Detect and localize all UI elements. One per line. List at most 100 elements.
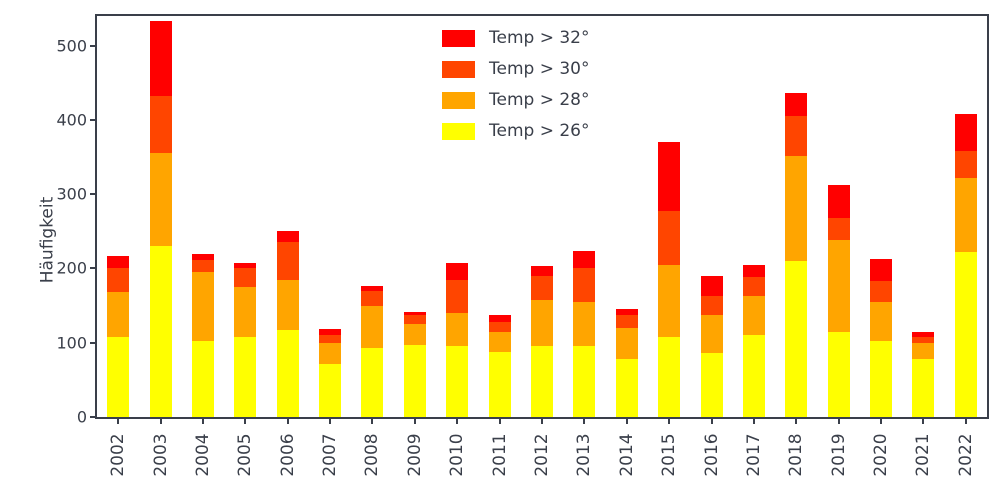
- x-tick-mark: [413, 417, 416, 424]
- bar-segment: [403, 311, 426, 315]
- bar-segment: [870, 301, 893, 341]
- bar-segment: [785, 116, 808, 156]
- x-tick-label: 2008: [362, 433, 383, 477]
- y-tick-mark: [90, 44, 97, 47]
- bar-segment: [658, 336, 681, 417]
- x-tick-mark: [201, 417, 204, 424]
- x-tick-mark: [371, 417, 374, 424]
- bar-segment: [234, 287, 257, 337]
- x-tick-label: 2021: [913, 433, 934, 477]
- bar-segment: [319, 329, 342, 336]
- x-tick-label: 2017: [743, 433, 764, 477]
- x-tick-label: 2003: [150, 433, 171, 477]
- bar-segment: [488, 331, 511, 353]
- bar-segment: [107, 268, 130, 293]
- y-tick-label: 100: [56, 333, 87, 353]
- x-tick-mark: [964, 417, 967, 424]
- x-tick-mark: [837, 417, 840, 424]
- x-tick-label: 2019: [828, 433, 849, 477]
- bar-segment: [276, 242, 299, 280]
- bar-segment: [912, 342, 935, 360]
- x-tick-label: 2004: [192, 433, 213, 477]
- bar-segment: [615, 327, 638, 360]
- bar-segment: [234, 336, 257, 417]
- bar-segment: [700, 275, 723, 296]
- bar-segment: [912, 336, 935, 343]
- y-tick-label: 200: [56, 258, 87, 278]
- x-tick-mark: [541, 417, 543, 424]
- x-tick-mark: [159, 417, 162, 424]
- bar-segment: [742, 277, 765, 296]
- bar-segment: [488, 315, 511, 322]
- x-tick-label: 2016: [701, 433, 722, 477]
- bar-segment: [954, 252, 977, 417]
- plot-area: 0 100 200 300 400 500 2002 2003 2004 2005 2006 200…: [56, 14, 989, 477]
- bar-segment: [870, 281, 893, 302]
- x-tick-mark: [668, 417, 671, 424]
- x-tick-label: 2012: [532, 433, 552, 477]
- bar-segment: [276, 330, 299, 417]
- x-tick-label: 2020: [871, 433, 892, 477]
- x-tick-mark: [498, 417, 501, 424]
- bar-segment: [912, 359, 935, 417]
- x-tick-label: 2002: [108, 433, 129, 477]
- x-tick-label: 2018: [786, 433, 807, 477]
- bar-segment: [827, 185, 850, 218]
- x-tick-mark: [795, 417, 798, 424]
- bar-segment: [191, 340, 214, 417]
- bar-segment: [361, 285, 384, 291]
- legend-swatch: [442, 60, 475, 78]
- x-tick-label: 2014: [616, 433, 637, 477]
- bar-segment: [700, 295, 723, 315]
- x-tick-mark: [456, 417, 459, 424]
- bar-segment: [319, 335, 342, 343]
- bar-segment: [446, 313, 469, 347]
- bar-segment: [785, 93, 808, 117]
- bar-segment: [954, 114, 977, 152]
- bar-segment: [658, 210, 681, 265]
- legend-label: Temp > 28°: [489, 90, 590, 110]
- legend-swatch: [442, 91, 475, 109]
- y-tick-mark: [90, 118, 97, 121]
- bar-segment: [149, 21, 172, 97]
- y-tick-label: 300: [56, 184, 87, 204]
- bar-segment: [403, 344, 426, 417]
- x-tick-label: 2005: [235, 433, 256, 477]
- bar-segment: [573, 268, 596, 302]
- y-tick-mark: [90, 416, 97, 418]
- bar-segment: [700, 314, 723, 354]
- bar-segment: [954, 177, 977, 253]
- x-tick-mark: [117, 417, 120, 424]
- bar-segment: [446, 346, 469, 417]
- x-tick-mark: [286, 417, 289, 424]
- bar-segment: [827, 240, 850, 332]
- bar-segment: [827, 217, 850, 241]
- bar-segment: [615, 309, 638, 315]
- bar-segment: [319, 363, 342, 417]
- bar-segment: [658, 264, 681, 337]
- legend-swatch: [442, 29, 475, 47]
- bar-segment: [446, 279, 469, 314]
- legend-swatch: [442, 122, 475, 140]
- bar-segment: [191, 254, 214, 260]
- bar-segment: [615, 314, 638, 328]
- x-tick-mark: [583, 417, 586, 424]
- bar-segment: [573, 301, 596, 347]
- bar-segment: [149, 246, 172, 417]
- legend-label: Temp > 32°: [489, 28, 590, 48]
- bar-segment: [403, 324, 426, 345]
- bar-segment: [615, 359, 638, 417]
- bar-segment: [573, 250, 596, 269]
- bar-segment: [107, 292, 130, 337]
- bar-segment: [149, 96, 172, 154]
- legend-label: Temp > 30°: [489, 59, 590, 79]
- bar-segment: [912, 332, 935, 337]
- y-tick-label: 0: [76, 407, 87, 427]
- x-tick-label: 2010: [447, 433, 468, 477]
- bar-segment: [573, 346, 596, 417]
- legend-label: Temp > 26°: [489, 121, 590, 141]
- bar-segment: [107, 336, 130, 417]
- legend: Temp > 32° Temp > 30° Temp > 28° Temp > 26°: [442, 28, 590, 141]
- bar-segment: [361, 290, 384, 306]
